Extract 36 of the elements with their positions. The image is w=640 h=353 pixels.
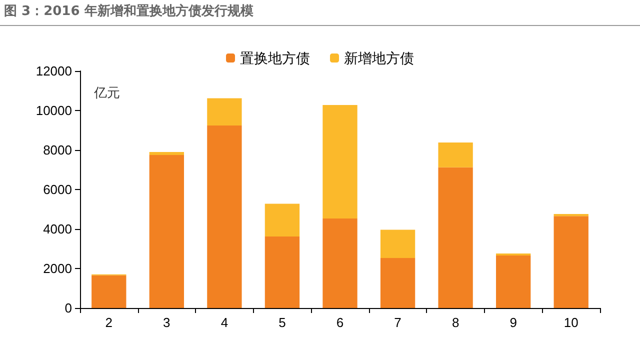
x-tick-label: 4 xyxy=(220,315,228,330)
x-tick-label: 3 xyxy=(163,315,170,330)
bar xyxy=(438,142,473,168)
y-tick-label: 2000 xyxy=(43,261,72,276)
bar xyxy=(380,230,416,258)
x-tick-label: 6 xyxy=(336,315,344,330)
y-tick-label: 4000 xyxy=(43,222,72,236)
chart-title: 图 3：2016 年新增和置换地方债发行规模 xyxy=(0,0,640,26)
legend-label: 新增地方债 xyxy=(344,50,414,66)
bar xyxy=(322,218,358,308)
x-tick-label: 2 xyxy=(105,315,113,330)
x-tick-label: 8 xyxy=(452,315,460,330)
legend-label: 置换地方债 xyxy=(240,50,310,66)
bar xyxy=(496,255,531,308)
bar xyxy=(149,152,184,155)
bar xyxy=(264,236,300,308)
bar xyxy=(92,275,126,308)
bar xyxy=(380,258,416,308)
y-tick-label: 0 xyxy=(64,300,72,316)
y-tick-label: 12000 xyxy=(36,64,72,78)
bar xyxy=(207,98,242,126)
bar xyxy=(149,154,184,308)
y-tick-label: 10000 xyxy=(36,103,72,118)
x-tick-label: 5 xyxy=(278,315,286,330)
x-tick-label: 9 xyxy=(510,315,517,330)
x-tick-label: 10 xyxy=(564,315,578,330)
bar xyxy=(554,214,588,216)
bar xyxy=(264,204,300,237)
bar xyxy=(322,104,358,219)
bar xyxy=(207,126,242,308)
y-axis-title: 亿元 xyxy=(93,85,120,100)
x-tick-label: 7 xyxy=(394,315,402,330)
bar xyxy=(438,167,473,308)
y-tick-label: 8000 xyxy=(43,142,72,158)
bar xyxy=(554,216,588,308)
y-tick-label: 6000 xyxy=(43,182,72,197)
